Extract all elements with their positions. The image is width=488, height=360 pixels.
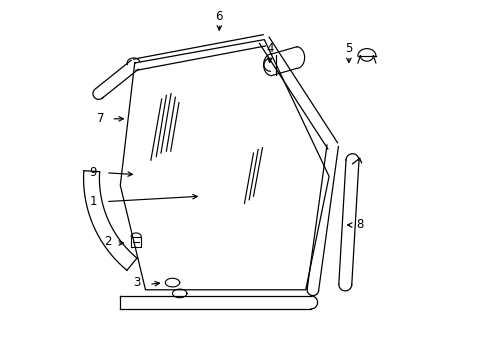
Text: 4: 4: [265, 42, 273, 55]
Text: 1: 1: [89, 195, 97, 208]
Text: 6: 6: [215, 10, 223, 23]
Text: 8: 8: [355, 219, 363, 231]
Text: 2: 2: [104, 235, 111, 248]
Text: 5: 5: [345, 42, 352, 55]
Text: 3: 3: [133, 276, 140, 289]
Text: 7: 7: [97, 112, 104, 125]
Text: 9: 9: [89, 166, 97, 179]
